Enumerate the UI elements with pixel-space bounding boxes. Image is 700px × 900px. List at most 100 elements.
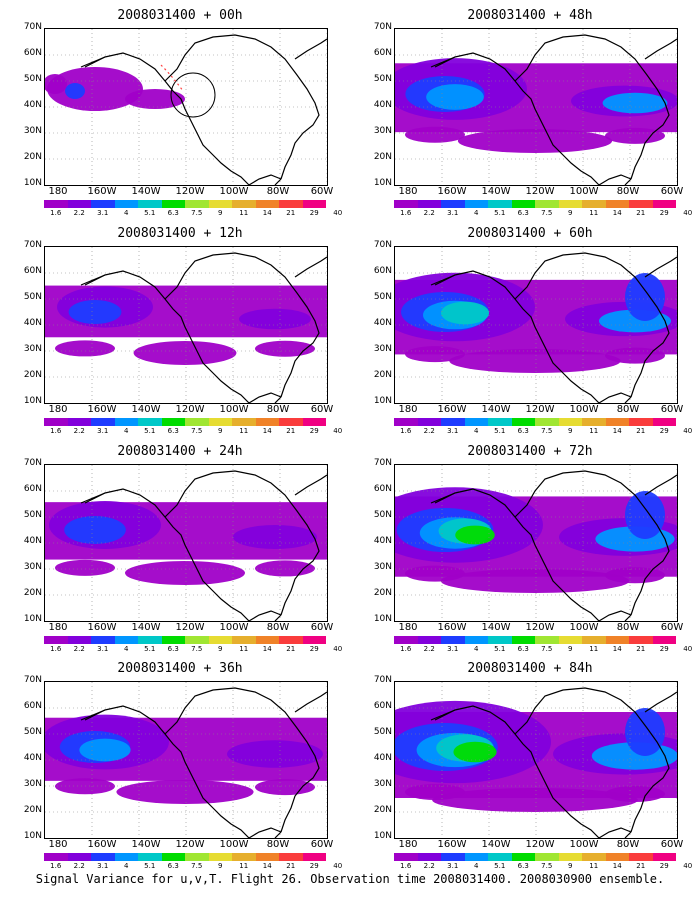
- colorbar-label: 3.1: [97, 862, 109, 870]
- map-area: [44, 681, 328, 839]
- colorbar-swatch: [535, 636, 559, 644]
- colorbar-swatch: [91, 200, 115, 208]
- colorbar: [44, 418, 326, 426]
- colorbar-swatch: [558, 853, 582, 861]
- latitude-label: 40N: [373, 100, 392, 110]
- longitude-label: 140W: [481, 622, 511, 633]
- latitude-label: 40N: [23, 318, 42, 328]
- colorbar-swatch: [417, 853, 441, 861]
- longitude-label: 140W: [481, 186, 511, 197]
- colorbar-label: 40: [683, 862, 693, 870]
- colorbar-swatch: [255, 853, 279, 861]
- colorbar-label: 14: [262, 862, 272, 870]
- colorbar-swatch: [511, 636, 535, 644]
- colorbar-swatch: [441, 636, 465, 644]
- latitude-label: 70N: [23, 240, 42, 250]
- colorbar-swatch: [161, 418, 185, 426]
- latitude-label: 20N: [373, 370, 392, 380]
- colorbar-label: 29: [309, 645, 319, 653]
- colorbar-label: 9: [568, 862, 573, 870]
- map-panel: 2008031400 + 24h 70N 60N 50N 40N 30N 20N 10N 180…: [10, 444, 350, 662]
- colorbar-label: 4: [124, 862, 129, 870]
- longitude-label: 100W: [219, 839, 249, 850]
- latitude-label: 10N: [373, 178, 392, 188]
- latitude-label: 50N: [23, 510, 42, 520]
- map-panel: 2008031400 + 60h 70N 60N 50N 40N 30N 20N 10N 180…: [360, 226, 700, 444]
- colorbar-label: 7.5: [541, 209, 553, 217]
- colorbar-swatch: [279, 418, 303, 426]
- colorbar-label: 7.5: [541, 645, 553, 653]
- colorbar-label: 1.6: [400, 862, 412, 870]
- colorbar-swatch: [255, 418, 279, 426]
- longitude-label: 160W: [87, 404, 117, 415]
- colorbar-label: 1.6: [400, 427, 412, 435]
- colorbar: [44, 636, 326, 644]
- longitude-label: 140W: [131, 839, 161, 850]
- colorbar-swatch: [605, 200, 629, 208]
- latitude-label: 40N: [373, 753, 392, 763]
- colorbar-label: 6.3: [167, 645, 179, 653]
- colorbar-label: 9: [218, 862, 223, 870]
- colorbar-label: 5.1: [494, 862, 506, 870]
- colorbar-swatch: [114, 636, 138, 644]
- colorbar-swatch: [67, 853, 91, 861]
- panel-title: 2008031400 + 48h: [467, 8, 593, 23]
- panel-title: 2008031400 + 72h: [467, 444, 593, 459]
- colorbar-label: 5.1: [144, 427, 156, 435]
- colorbar: [44, 853, 326, 861]
- colorbar-label: 40: [683, 645, 693, 653]
- colorbar-label: 9: [218, 645, 223, 653]
- longitude-label: 120W: [525, 404, 555, 415]
- colorbar-label: 7.5: [191, 209, 203, 217]
- colorbar-label: 6.3: [517, 862, 529, 870]
- colorbar-swatch: [605, 418, 629, 426]
- colorbar-label: 14: [612, 862, 622, 870]
- colorbar-label: 7.5: [541, 862, 553, 870]
- longitude-label: 100W: [569, 622, 599, 633]
- panel-title: 2008031400 + 60h: [467, 226, 593, 241]
- longitude-label: 120W: [525, 839, 555, 850]
- panel-title: 2008031400 + 36h: [117, 661, 243, 676]
- latitude-label: 60N: [373, 48, 392, 58]
- colorbar: [394, 200, 676, 208]
- longitude-label: 80W: [266, 186, 290, 197]
- latitude-label: 20N: [373, 588, 392, 598]
- map-area: [394, 28, 678, 186]
- panel-title: 2008031400 + 12h: [117, 226, 243, 241]
- longitude-label: 60W: [310, 622, 334, 633]
- longitude-label: 60W: [660, 404, 684, 415]
- colorbar-label: 3.1: [447, 645, 459, 653]
- colorbar-label: 9: [568, 645, 573, 653]
- longitude-label: 80W: [616, 622, 640, 633]
- longitude-label: 160W: [87, 622, 117, 633]
- longitude-label: 120W: [175, 186, 205, 197]
- longitude-label: 160W: [437, 404, 467, 415]
- latitude-label: 30N: [23, 126, 42, 136]
- colorbar-swatch: [417, 418, 441, 426]
- longitude-label: 180: [398, 186, 418, 197]
- latitude-label: 40N: [23, 100, 42, 110]
- colorbar-swatch: [558, 418, 582, 426]
- colorbar-label: 29: [659, 427, 669, 435]
- latitude-label: 60N: [23, 48, 42, 58]
- latitude-label: 10N: [23, 396, 42, 406]
- longitude-label: 180: [48, 622, 68, 633]
- longitude-label: 120W: [175, 839, 205, 850]
- colorbar-swatch: [417, 636, 441, 644]
- colorbar-label: 6.3: [167, 427, 179, 435]
- colorbar-swatch: [535, 853, 559, 861]
- colorbar-swatch: [464, 418, 488, 426]
- longitude-label: 60W: [660, 186, 684, 197]
- colorbar-swatch: [138, 853, 162, 861]
- colorbar-label: 7.5: [541, 427, 553, 435]
- colorbar-swatch: [488, 418, 512, 426]
- colorbar-label: 11: [239, 209, 249, 217]
- colorbar-label: 6.3: [517, 427, 529, 435]
- latitude-label: 70N: [23, 675, 42, 685]
- colorbar-label: 29: [309, 209, 319, 217]
- colorbar-swatch: [629, 853, 653, 861]
- colorbar-label: 21: [636, 209, 646, 217]
- colorbar: [394, 418, 676, 426]
- longitude-label: 180: [48, 404, 68, 415]
- colorbar-swatch: [91, 853, 115, 861]
